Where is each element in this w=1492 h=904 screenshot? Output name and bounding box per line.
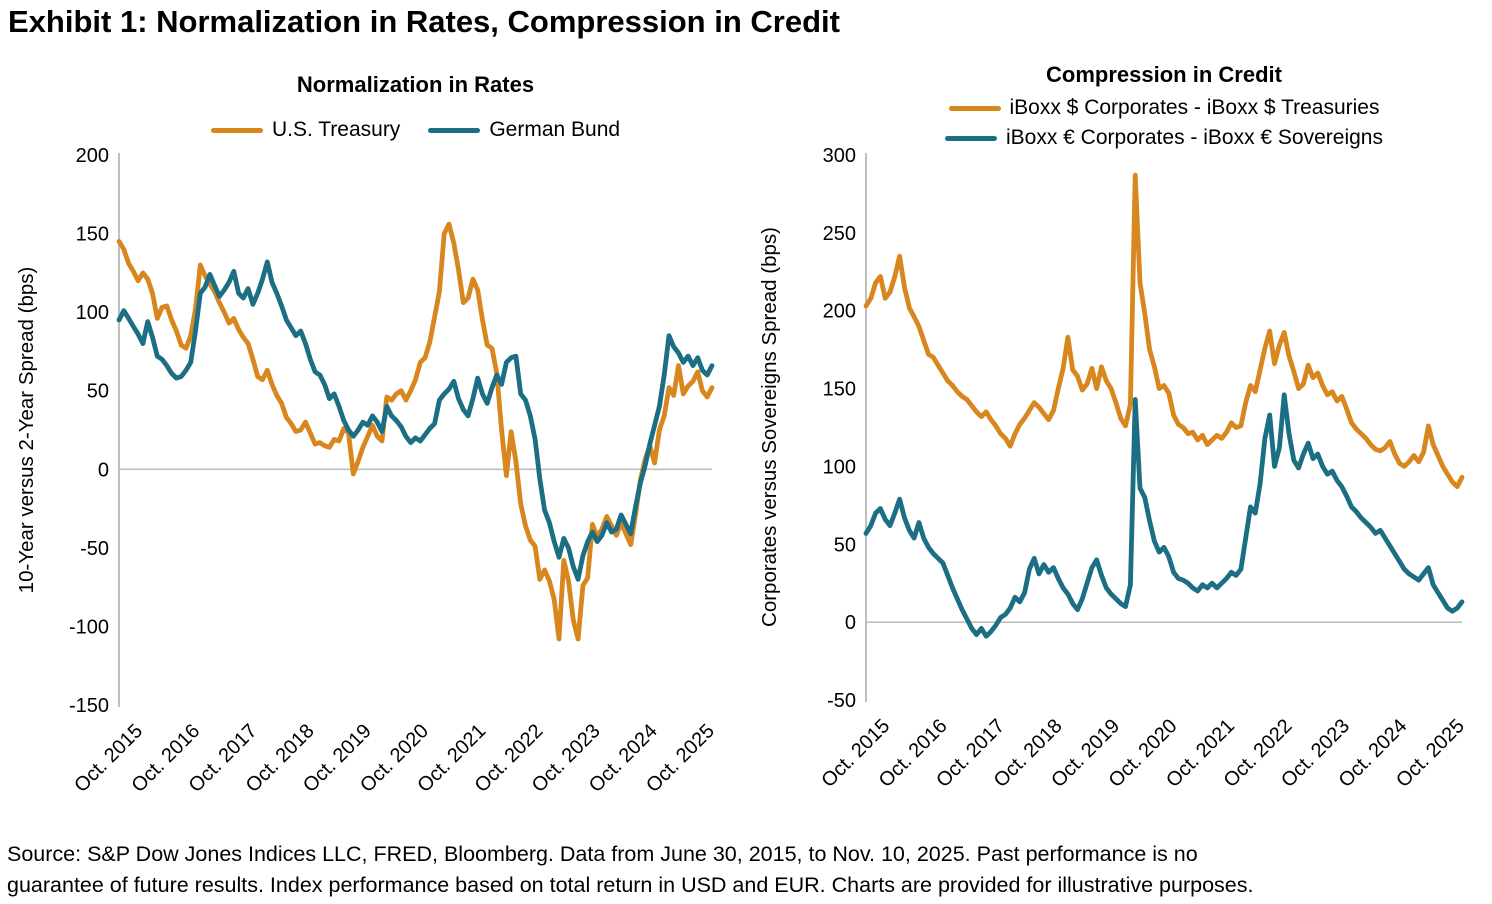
svg-text:-50: -50	[80, 538, 109, 560]
eur-corporates-line-swatch-icon	[944, 135, 997, 141]
svg-text:100: 100	[823, 456, 856, 478]
us-treasury-line-swatch-icon	[210, 127, 263, 133]
legend-entry-us-treasury: U.S. Treasury	[210, 118, 401, 142]
legend-entry-german-bund: German Bund	[428, 118, 620, 142]
svg-text:-100: -100	[69, 616, 109, 638]
us-treasury-legend-label: U.S. Treasury	[271, 118, 401, 141]
rates-chart-title: Normalization in Rates	[296, 72, 535, 97]
source-disclaimer-text: Source: S&P Dow Jones Indices LLC, FRED,…	[7, 842, 1254, 897]
svg-text:-150: -150	[69, 695, 109, 717]
svg-text:200: 200	[823, 301, 856, 323]
svg-text:-50: -50	[827, 690, 856, 712]
credit-chart-title: Compression in Credit	[1046, 62, 1282, 87]
legend-entry-eur-corporates: iBoxx € Corporates - iBoxx € Sovereigns	[944, 126, 1383, 150]
rates-chart-panel: Normalization in Rates U.S. Treasury Ger…	[0, 60, 735, 835]
svg-text:150: 150	[823, 379, 856, 401]
credit-chart-panel: Compression in Credit iBoxx $ Corporates…	[745, 60, 1492, 835]
rates-chart-legend: U.S. Treasury German Bund	[119, 118, 712, 142]
german-bund-legend-label: German Bund	[489, 118, 621, 141]
svg-text:0: 0	[845, 612, 856, 634]
svg-text:250: 250	[823, 223, 856, 245]
rates-chart-header: Normalization in Rates U.S. Treasury Ger…	[119, 72, 712, 142]
german-bund-line-swatch-icon	[428, 127, 481, 133]
usd-corporates-line-swatch-icon	[948, 105, 1001, 111]
svg-text:100: 100	[76, 302, 109, 324]
credit-chart-header: Compression in Credit iBoxx $ Corporates…	[866, 62, 1462, 150]
exhibit-title: Exhibit 1: Normalization in Rates, Compr…	[8, 4, 840, 39]
svg-text:50: 50	[87, 381, 109, 403]
svg-text:300: 300	[823, 145, 856, 167]
credit-chart-legend: iBoxx $ Corporates - iBoxx $ Treasuries …	[866, 96, 1462, 150]
usd-corporates-legend-label: iBoxx $ Corporates - iBoxx $ Treasuries	[1009, 96, 1380, 119]
svg-text:0: 0	[98, 459, 109, 481]
eur-corporates-legend-label: iBoxx € Corporates - iBoxx € Sovereigns	[1005, 126, 1383, 149]
svg-text:50: 50	[834, 534, 856, 556]
legend-entry-usd-corporates: iBoxx $ Corporates - iBoxx $ Treasuries	[948, 96, 1380, 120]
svg-text:150: 150	[76, 224, 109, 246]
svg-text:200: 200	[76, 145, 109, 167]
